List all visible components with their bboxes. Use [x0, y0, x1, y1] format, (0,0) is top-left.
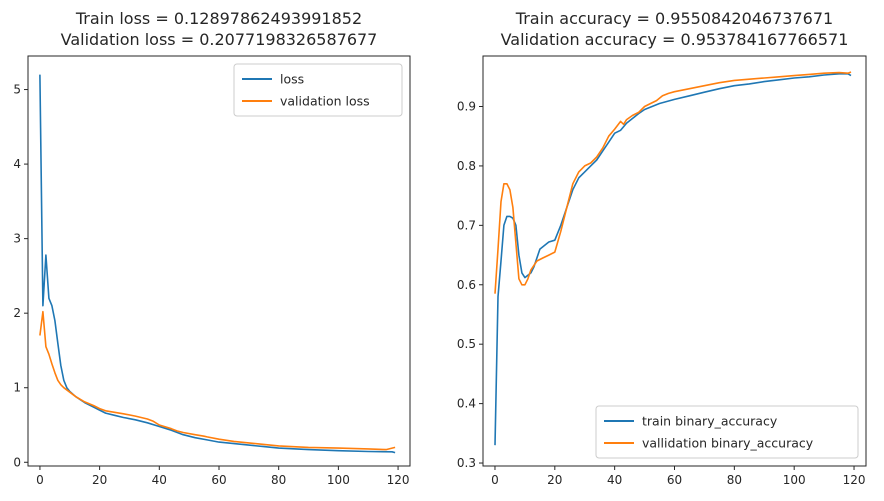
- x-tick-label: 100: [327, 473, 350, 487]
- y-tick-label: 1: [13, 381, 21, 395]
- x-tick-label: 0: [491, 473, 499, 487]
- x-tick-label: 40: [152, 473, 167, 487]
- legend-label: validation loss: [280, 94, 370, 109]
- x-tick-label: 120: [387, 473, 410, 487]
- x-tick-label: 40: [607, 473, 622, 487]
- y-tick-label: 5: [13, 83, 21, 97]
- legend-label: vallidation binary_accuracy: [642, 436, 814, 451]
- y-tick-label: 0: [13, 455, 21, 469]
- y-tick-label: 0.5: [457, 337, 476, 351]
- x-tick-label: 80: [271, 473, 286, 487]
- legend-label: train binary_accuracy: [642, 414, 778, 429]
- y-tick-label: 0.8: [457, 159, 476, 173]
- legend-box: [233, 63, 403, 117]
- legend: loss validation loss: [233, 63, 403, 117]
- x-tick-label: 60: [667, 473, 682, 487]
- x-tick-label: 100: [783, 473, 806, 487]
- chart-2: Train accuracy = 0.9550842046737671 Valid…: [457, 9, 867, 487]
- series-line-2: [39, 310, 396, 451]
- x-tick-label: 60: [211, 473, 226, 487]
- plot-frame: [27, 55, 411, 467]
- legend-box: [595, 405, 859, 459]
- x-tick-label: 80: [727, 473, 742, 487]
- y-tick-label: 0.6: [457, 278, 476, 292]
- x-tick-label: 20: [92, 473, 107, 487]
- y-tick-label: 0.9: [457, 100, 476, 114]
- y-tick-label: 0.7: [457, 218, 476, 232]
- y-tick-label: 4: [13, 157, 21, 171]
- y-tick-label: 3: [13, 232, 21, 246]
- plot-frame: [482, 55, 867, 467]
- series-line-2: [494, 71, 852, 294]
- legend-label: loss: [280, 72, 304, 87]
- chart-title-line: Train accuracy = 0.9550842046737671: [515, 9, 833, 28]
- chart-title-line: Train loss = 0.12897862493991852: [75, 9, 362, 28]
- legend: train binary_accuracy vallidation binary_…: [595, 405, 859, 459]
- series-line-1: [39, 74, 396, 454]
- x-tick-label: 120: [843, 473, 866, 487]
- y-tick-label: 2: [13, 306, 21, 320]
- x-tick-label: 0: [36, 473, 44, 487]
- x-tick-label: 20: [547, 473, 562, 487]
- chart-1: Train loss = 0.12897862493991852 Validati…: [13, 9, 411, 487]
- chart-title-line: Validation accuracy = 0.953784167766571: [501, 30, 849, 49]
- y-tick-label: 0.3: [457, 456, 476, 470]
- y-tick-label: 0.4: [457, 397, 476, 411]
- chart-title-line: Validation loss = 0.2077198326587677: [61, 30, 378, 49]
- series-line-1: [494, 73, 852, 446]
